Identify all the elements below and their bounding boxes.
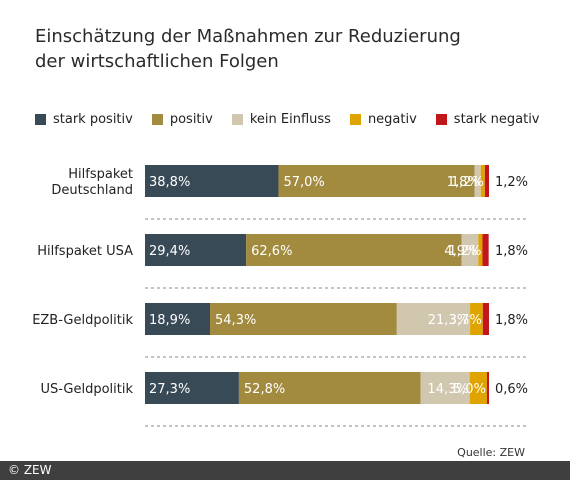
legend-label-stark-positiv: stark positiv — [53, 112, 133, 127]
data-label-stark-positiv: 18,9% — [149, 313, 190, 328]
copyright-footer: © ZEW — [0, 461, 570, 480]
chart-title: Einschätzung der Maßnahmen zur Reduzieru… — [35, 24, 535, 74]
data-label-stark-negativ: 1,8% — [495, 244, 528, 259]
legend-swatch-stark-positiv — [35, 114, 46, 125]
data-label-kein-einfluss: 21,3% — [428, 313, 469, 328]
bar-segment-stark-negativ — [484, 165, 489, 197]
legend-label-kein-einfluss: kein Einfluss — [249, 112, 331, 127]
bar-segment-stark-positiv — [145, 234, 247, 266]
bar-segment-stark-negativ — [486, 372, 489, 404]
data-label-stark-positiv: 29,4% — [149, 244, 190, 259]
chart-title-line-2: der wirtschaftlichen Folgen — [35, 51, 279, 72]
legend-item-positiv: positiv — [151, 112, 213, 127]
legend-item-negativ: negativ — [349, 112, 417, 127]
data-label-positiv: 62,6% — [251, 244, 292, 259]
bar-segment-kein-einfluss — [420, 372, 470, 404]
legend-item-stark-negativ: stark negativ — [435, 112, 540, 127]
bar-segment-positiv — [246, 234, 462, 266]
data-label-stark-negativ: 0,6% — [495, 382, 528, 397]
legend-label-negativ: negativ — [367, 112, 417, 127]
bar-segment-negativ — [469, 372, 487, 404]
data-label-kein-einfluss: 4,9% — [444, 244, 477, 259]
bar-segment-positiv — [238, 372, 421, 404]
legend: stark positiv positiv kein Einfluss nega… — [35, 112, 545, 127]
category-label: Deutschland — [51, 183, 133, 198]
legend-item-stark-positiv: stark positiv — [35, 112, 133, 127]
bar-segment-kein-einfluss — [396, 303, 471, 335]
legend-label-stark-negativ: stark negativ — [453, 112, 540, 127]
data-label-stark-negativ: 1,2% — [495, 175, 528, 190]
category-label: Hilfspaket USA — [37, 244, 133, 259]
bar-segment-stark-positiv — [145, 372, 239, 404]
source-note: Quelle: ZEW — [457, 446, 525, 459]
data-label-stark-negativ: 1,8% — [495, 313, 528, 328]
category-label: US-Geldpolitik — [40, 382, 133, 397]
data-label-negativ: 3,7% — [449, 313, 482, 328]
chart-title-line-1: Einschätzung der Maßnahmen zur Reduzieru… — [35, 26, 461, 47]
data-label-positiv: 57,0% — [283, 175, 324, 190]
data-label-negativ: 1,2% — [451, 175, 484, 190]
bar-segment-negativ — [480, 165, 485, 197]
legend-swatch-positiv — [151, 114, 163, 125]
data-label-negativ: 5,0% — [453, 382, 486, 397]
data-label-positiv: 52,8% — [244, 382, 285, 397]
category-label: Hilfspaket — [68, 167, 133, 182]
bar-segment-stark-negativ — [482, 303, 489, 335]
bar-segment-positiv — [278, 165, 475, 197]
legend-swatch-stark-negativ — [435, 114, 447, 125]
legend-label-positiv: positiv — [169, 112, 213, 127]
legend-swatch-kein-einfluss — [231, 114, 243, 125]
bar-segment-stark-positiv — [145, 165, 279, 197]
category-label: EZB-Geldpolitik — [32, 313, 133, 328]
bar-segment-positiv — [210, 303, 397, 335]
bar-segment-negativ — [470, 303, 483, 335]
data-label-kein-einfluss: 1,8% — [447, 175, 480, 190]
data-label-kein-einfluss: 14,3% — [427, 382, 468, 397]
bar-segment-kein-einfluss — [461, 234, 479, 266]
bar-segment-stark-positiv — [145, 303, 211, 335]
legend-item-kein-einfluss: kein Einfluss — [231, 112, 331, 127]
bar-segment-kein-einfluss — [474, 165, 481, 197]
data-label-stark-positiv: 38,8% — [149, 175, 190, 190]
data-label-positiv: 54,3% — [215, 313, 256, 328]
bar-segment-stark-negativ — [482, 234, 489, 266]
legend-swatch-negativ — [349, 114, 361, 125]
data-label-negativ: 1,2% — [448, 244, 481, 259]
data-label-stark-positiv: 27,3% — [149, 382, 190, 397]
bar-segment-negativ — [478, 234, 483, 266]
